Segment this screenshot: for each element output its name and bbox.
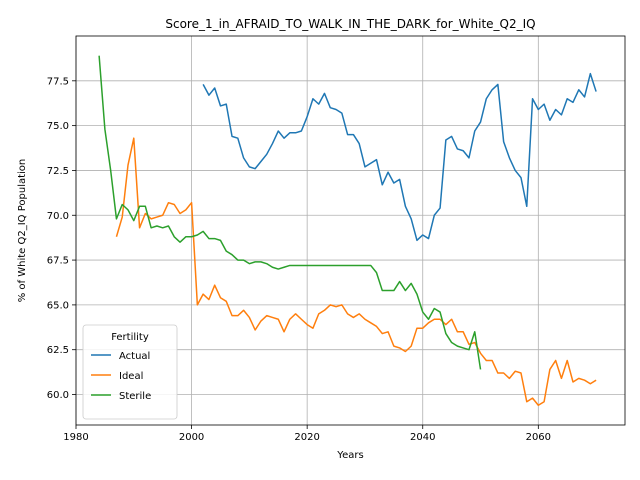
series-line-actual	[202, 72, 597, 242]
x-tick-label: 2020	[294, 432, 319, 443]
series-line-ideal	[115, 137, 597, 407]
legend-label-ideal: Ideal	[119, 371, 143, 382]
legend: Fertility Actual Ideal Sterile	[82, 324, 178, 420]
y-tick-label: 62.5	[47, 345, 69, 356]
x-tick-label: 2040	[410, 432, 435, 443]
y-tick-label: 60.0	[47, 390, 69, 401]
y-tick-label: 70.0	[47, 211, 69, 222]
y-tick-label: 77.5	[47, 76, 69, 87]
y-tick-label: 72.5	[47, 166, 69, 177]
x-axis: 1980 2000 2020 2040 2060	[63, 425, 551, 443]
y-tick-label: 65.0	[47, 300, 69, 311]
y-tick-label: 75.0	[47, 121, 69, 132]
legend-title: Fertility	[111, 332, 149, 343]
y-axis: 60.0 62.5 65.0 67.5 70.0 72.5 75.0 77.5	[47, 76, 76, 401]
plot-frame	[75, 35, 626, 426]
x-tick-label: 2000	[179, 432, 204, 443]
series-line-sterile	[98, 55, 482, 370]
chart-title: Score_1_in_AFRAID_TO_WALK_IN_THE_DARK_fo…	[165, 17, 535, 31]
x-tick-label: 2060	[526, 432, 551, 443]
series-layer	[98, 55, 597, 407]
legend-label-actual: Actual	[119, 351, 150, 362]
grid	[75, 36, 625, 425]
y-tick-label: 67.5	[47, 256, 69, 267]
legend-label-sterile: Sterile	[119, 391, 151, 402]
y-axis-title: % of White Q2_IQ Population	[17, 159, 28, 303]
x-axis-title: Years	[336, 450, 363, 461]
x-tick-label: 1980	[63, 432, 88, 443]
